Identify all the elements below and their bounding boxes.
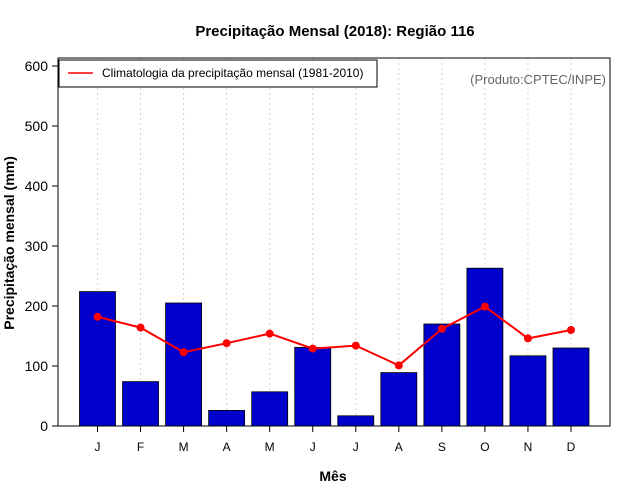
x-axis-title: Mês [319,468,346,484]
bar [122,381,159,427]
y-tick-label: 500 [25,118,49,134]
bar [294,346,332,427]
legend-label: Climatologia da precipitação mensal (198… [102,66,363,80]
x-tick-label: S [438,440,446,454]
climatology-point [222,339,231,348]
climatology-point [394,361,403,370]
y-tick-label: 100 [25,358,49,374]
bar [165,302,202,427]
x-tick-label: J [353,440,359,454]
bar [251,391,289,427]
x-tick-label: J [310,440,316,454]
bar [208,409,246,427]
axes: 0 100 200 300 400 500 600 J F M A M J J A S O N D [25,58,576,454]
x-tick-label: J [95,440,101,454]
bar-series [79,267,590,427]
y-tick-label: 200 [25,298,49,314]
bar [509,355,547,427]
climatology-point [136,323,145,332]
climatology-line [97,305,572,367]
climatology-point [179,348,188,357]
x-tick-label: F [137,440,144,454]
y-tick-label: 600 [25,58,49,74]
credit-label: (Produto:CPTEC/INPE) [470,72,606,87]
y-tick-label: 300 [25,238,49,254]
climatology-point [93,312,102,321]
climatology-point [523,334,532,343]
x-tick-label: A [395,440,403,454]
plot-frame [57,57,611,427]
legend: Climatologia da precipitação mensal (198… [58,59,378,88]
x-tick-label: O [480,440,489,454]
x-tick-label: A [223,440,231,454]
climatology-point [351,341,360,350]
x-tick-label: M [265,440,275,454]
x-tick-label: M [179,440,189,454]
climatology-point [567,326,575,334]
bar [79,291,116,427]
x-tick-label: D [567,440,576,454]
bar [423,323,461,427]
climatology-point [265,329,274,338]
y-tick-label: 400 [25,178,49,194]
legend-box [58,59,378,88]
chart-title: Precipitação Mensal (2018): Região 116 [195,23,474,40]
y-tick-label: 0 [40,418,48,434]
bar [466,267,504,427]
bar [337,415,375,427]
y-axis-title: Precipitação mensal (mm) [1,156,17,330]
bar [552,347,590,427]
climatology-point [437,324,446,333]
climatology-series [93,302,575,370]
climatology-point [480,302,489,311]
climatology-point [308,344,317,353]
bar [380,372,418,427]
x-tick-label: N [524,440,533,454]
